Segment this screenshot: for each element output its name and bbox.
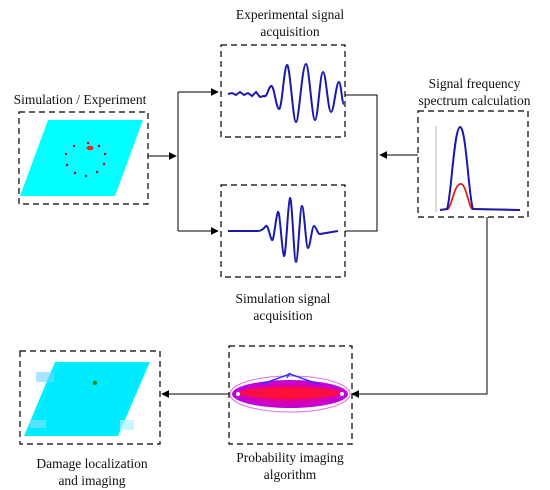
connector-spectrum-down <box>360 217 488 395</box>
spectrum-label: Signal frequency spectrum calculation <box>402 75 547 109</box>
simulation-experiment-label: Simulation / Experiment <box>13 92 147 107</box>
elliptical-probability-icon <box>229 372 351 413</box>
plate-with-sensor-ring-icon <box>20 120 143 196</box>
damage-label-line2: and imaging <box>58 473 126 488</box>
experimental-signal-label: Experimental signal acquisition <box>228 6 352 40</box>
connector-experimental-to-right <box>345 94 378 232</box>
connectors <box>148 88 488 398</box>
simulation-signal-box <box>220 184 346 278</box>
spectrum-label-line1: Signal frequency <box>428 76 521 91</box>
probability-label-line2: algorithm <box>263 467 317 482</box>
simulation-signal-label-line1: Simulation signal <box>235 291 331 306</box>
damage-label: Damage localization and imaging <box>22 455 162 489</box>
simulation-signal-label: Simulation signal acquisition <box>218 290 348 324</box>
simulation-experiment-box <box>18 111 149 205</box>
noisy-waveform-icon <box>227 62 345 124</box>
damage-localization-plate-icon <box>24 362 150 436</box>
spectrum-box <box>417 110 529 218</box>
frequency-peak-icon <box>435 125 521 212</box>
probability-label: Probability imaging algorithm <box>220 449 360 483</box>
experimental-signal-label-line1: Experimental signal <box>235 7 345 22</box>
damage-label-line1: Damage localization <box>36 456 148 471</box>
damage-box <box>19 350 161 445</box>
experimental-signal-label-line2: acquisition <box>260 24 320 39</box>
spectrum-label-line2: spectrum calculation <box>418 93 531 108</box>
simulation-signal-label-line2: acquisition <box>253 308 313 323</box>
experimental-signal-box <box>220 44 346 138</box>
clean-waveform-icon <box>228 196 339 264</box>
probability-label-line1: Probability imaging <box>236 450 344 465</box>
probability-box <box>228 345 353 445</box>
